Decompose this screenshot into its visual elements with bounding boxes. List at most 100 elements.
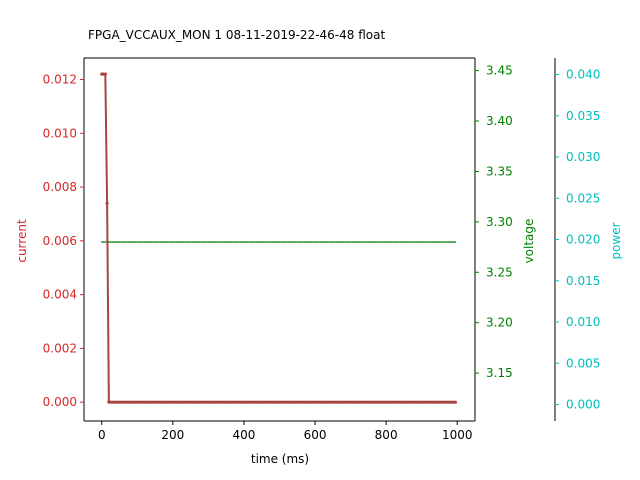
- voltage-point: [148, 241, 151, 243]
- voltage-point: [303, 241, 306, 243]
- voltage-point: [419, 241, 421, 243]
- current-axis: 0.000 0.002 0.004 0.006 0.008 0.010 0.012: [43, 73, 84, 409]
- voltage-point: [307, 241, 309, 243]
- voltage-point: [284, 241, 286, 243]
- x-tick-label: 1000: [442, 428, 473, 442]
- current-axis-label: current: [15, 219, 29, 263]
- voltage-point: [147, 241, 149, 243]
- voltage-point: [369, 241, 371, 243]
- voltage-point: [333, 241, 336, 243]
- voltage-point: [305, 241, 307, 243]
- voltage-point: [367, 241, 370, 243]
- voltage-point: [353, 241, 355, 243]
- voltage-point: [205, 241, 208, 243]
- voltage-point: [218, 241, 220, 243]
- voltage-point: [396, 241, 398, 243]
- voltage-point: [337, 241, 339, 243]
- voltage-point: [132, 241, 135, 243]
- x-tick-label: 400: [233, 428, 256, 442]
- voltage-point: [323, 241, 325, 243]
- voltage-point: [164, 241, 167, 243]
- voltage-point: [271, 241, 274, 243]
- current-tick-label: 0.006: [43, 234, 77, 248]
- voltage-point: [340, 241, 343, 243]
- voltage-point: [344, 241, 347, 243]
- voltage-point: [406, 241, 409, 243]
- voltage-point: [440, 241, 443, 243]
- voltage-point: [172, 241, 174, 243]
- voltage-point: [236, 241, 238, 243]
- voltage-point: [180, 241, 183, 243]
- voltage-point: [424, 241, 427, 243]
- x-axis-label: time (ms): [251, 452, 309, 466]
- voltage-point: [220, 241, 222, 243]
- voltage-point: [411, 241, 414, 243]
- voltage-tick-label: 3.20: [486, 316, 513, 330]
- x-axis: 0 200 400 600 800 1000: [98, 421, 473, 442]
- power-tick-label: 0.010: [566, 315, 600, 329]
- voltage-point: [196, 241, 199, 243]
- voltage-point: [287, 241, 290, 243]
- voltage-point: [111, 241, 114, 243]
- power-tick-label: 0.040: [566, 68, 600, 82]
- voltage-point: [191, 241, 194, 243]
- voltage-point: [259, 241, 261, 243]
- voltage-point: [376, 241, 379, 243]
- voltage-point: [371, 241, 373, 243]
- current-series-line: [101, 73, 456, 404]
- voltage-point: [212, 241, 215, 243]
- voltage-point: [248, 241, 251, 243]
- voltage-point: [422, 241, 425, 243]
- voltage-point: [346, 241, 348, 243]
- voltage-point: [401, 241, 403, 243]
- voltage-point: [131, 241, 133, 243]
- voltage-point: [159, 241, 162, 243]
- voltage-point: [204, 241, 206, 243]
- x-tick-label: 800: [375, 428, 398, 442]
- voltage-point: [404, 241, 407, 243]
- voltage-tick-label: 3.30: [486, 215, 513, 229]
- voltage-point: [188, 241, 190, 243]
- voltage-point: [399, 241, 402, 243]
- voltage-point: [454, 241, 457, 243]
- voltage-point: [202, 241, 204, 243]
- voltage-point: [177, 241, 179, 243]
- voltage-point: [316, 241, 318, 243]
- voltage-point: [115, 241, 117, 243]
- voltage-point: [211, 241, 213, 243]
- voltage-point: [116, 241, 119, 243]
- voltage-point: [221, 241, 224, 243]
- voltage-point: [255, 241, 258, 243]
- voltage-point: [198, 241, 201, 243]
- voltage-point: [122, 241, 124, 243]
- voltage-point: [365, 241, 368, 243]
- voltage-point: [216, 241, 219, 243]
- voltage-point: [427, 241, 430, 243]
- voltage-point: [118, 241, 121, 243]
- voltage-point: [154, 241, 156, 243]
- voltage-point: [239, 241, 242, 243]
- current-tick-label: 0.000: [43, 395, 77, 409]
- voltage-point: [170, 241, 172, 243]
- voltage-point: [227, 241, 229, 243]
- voltage-point: [372, 241, 375, 243]
- power-tick-label: 0.020: [566, 233, 600, 247]
- chart-title: FPGA_VCCAUX_MON 1 08-11-2019-22-46-48 fl…: [88, 28, 385, 42]
- voltage-point: [324, 241, 327, 243]
- voltage-point: [332, 241, 334, 243]
- voltage-point: [184, 241, 187, 243]
- voltage-point: [342, 241, 345, 243]
- voltage-point: [120, 241, 123, 243]
- voltage-point: [296, 241, 299, 243]
- voltage-point: [166, 241, 169, 243]
- current-tick-label: 0.004: [43, 288, 77, 302]
- voltage-point: [294, 241, 297, 243]
- voltage-point: [252, 241, 254, 243]
- voltage-point: [420, 241, 423, 243]
- voltage-point: [308, 241, 311, 243]
- voltage-point: [138, 241, 140, 243]
- voltage-point: [298, 241, 300, 243]
- voltage-point: [209, 241, 211, 243]
- voltage-point: [253, 241, 256, 243]
